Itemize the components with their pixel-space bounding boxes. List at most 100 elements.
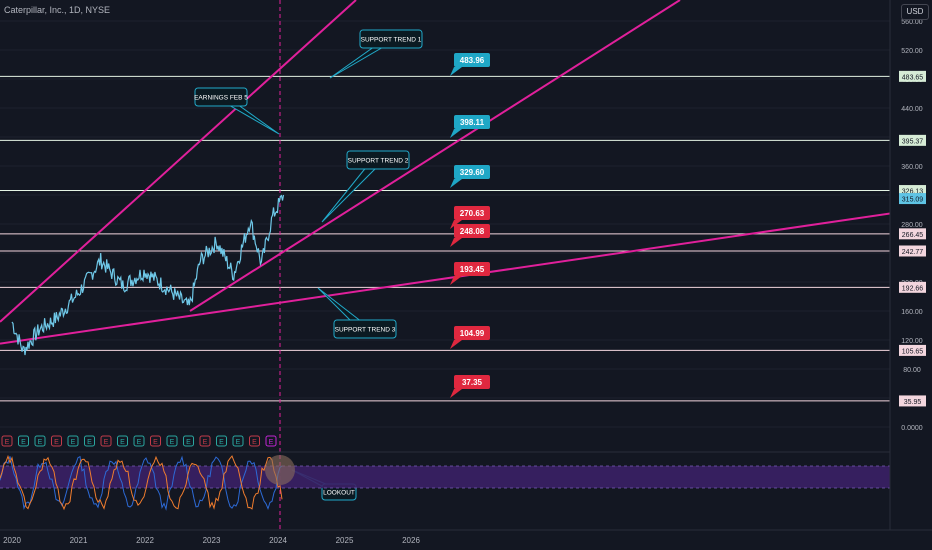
target-pointer <box>450 179 462 188</box>
currency-button[interactable]: USD <box>901 4 929 20</box>
earnings-marker <box>183 435 194 447</box>
earnings-marker-text: E <box>252 439 257 446</box>
target-label-box <box>454 206 490 220</box>
earnings-marker <box>18 435 29 447</box>
level-tag <box>899 228 926 240</box>
oscillator-d-line <box>0 454 283 511</box>
earnings-marker-text: E <box>236 439 241 446</box>
target-pointer <box>450 389 462 398</box>
earnings-marker <box>232 435 244 447</box>
earnings-marker <box>249 435 260 447</box>
x-tick-label: 2024 <box>269 536 287 545</box>
y-tick-label: 120.00 <box>901 338 923 345</box>
earnings-marker-text: E <box>87 439 92 446</box>
earnings-marker-text: E <box>153 439 158 446</box>
callout-box <box>194 87 248 107</box>
last-price-text: 315.09 <box>902 197 924 204</box>
target-label-box <box>454 375 490 389</box>
y-tick-label: 160.00 <box>901 309 923 316</box>
callouts: SUPPORT TREND 1 SUPPORT TREND 2 SUPPORT TR… <box>194 29 423 501</box>
target-label-text: 398.11 <box>460 118 485 127</box>
y-tick-label: 360.00 <box>901 164 923 171</box>
target-label-box <box>454 224 490 238</box>
level-tag-text: 266.45 <box>902 232 924 239</box>
earnings-marker <box>216 435 227 447</box>
callout-text: SUPPORT TREND 3 <box>335 327 396 334</box>
level-tag-text: 326.13 <box>902 189 924 196</box>
x-tick-label: 2026 <box>402 536 420 545</box>
earnings-marker <box>265 435 277 447</box>
trend-line <box>189 0 681 312</box>
y-tick-label: 440.00 <box>901 106 923 113</box>
target-pointer <box>450 340 462 349</box>
earnings-marker <box>100 435 112 447</box>
level-tag <box>899 185 926 197</box>
level-tag-text: 483.65 <box>902 74 924 81</box>
earnings-marker-text: E <box>120 439 125 446</box>
y-tick-label: 80.00 <box>903 367 921 374</box>
level-tag-text: 105.65 <box>902 348 924 355</box>
oscillator-band <box>0 466 890 488</box>
callout-box <box>359 29 423 49</box>
target-pointer <box>450 238 462 247</box>
x-tick-label: 2022 <box>136 536 154 545</box>
grid <box>0 20 890 428</box>
level-tag-text: 192.66 <box>902 285 924 292</box>
trend-line <box>0 0 357 323</box>
earnings-marker-text: E <box>38 439 43 446</box>
earnings-marker <box>51 435 62 447</box>
time-axis: 2020 2021 2022 2023 2024 2025 2026 <box>0 529 932 545</box>
target-label-box <box>454 262 490 276</box>
earnings-marker <box>67 435 79 447</box>
earnings-marker <box>166 435 178 447</box>
callout-text: EARNINGS FEB 5 <box>194 95 248 102</box>
earnings-marker-text: E <box>5 439 10 446</box>
y-tick-label: 560.00 <box>901 19 923 26</box>
price-axis: 560.00520.00480.00440.00400.00360.00320.… <box>889 0 932 530</box>
target-label-box <box>454 165 490 179</box>
x-tick-label: 2020 <box>3 536 21 545</box>
target-pointer <box>450 67 462 76</box>
level-tag <box>899 395 926 407</box>
earnings-marker-text: E <box>170 439 175 446</box>
level-tag-text: 395.37 <box>902 138 924 145</box>
level-tag-text: 35.95 <box>904 399 922 406</box>
earnings-marker <box>199 435 211 447</box>
target-label-box <box>454 326 490 340</box>
earnings-marker-text: E <box>104 439 109 446</box>
callout-text: LOOKOUT <box>323 490 355 497</box>
earnings-marker-text: E <box>219 439 224 446</box>
y-tick-label: 0.0000 <box>901 425 923 432</box>
chart-title: Caterpillar, Inc., 1D, NYSE <box>4 5 111 15</box>
earnings-marker-text: E <box>71 439 76 446</box>
level-tag <box>899 245 926 257</box>
x-tick-label: 2025 <box>336 536 354 545</box>
level-tag <box>899 281 926 293</box>
earnings-marker-text: E <box>186 439 191 446</box>
earnings-marker-text: E <box>54 439 59 446</box>
earnings-marker <box>117 435 128 447</box>
x-tick-label: 2023 <box>203 536 221 545</box>
lookout-highlight <box>265 455 295 485</box>
target-label-text: 193.45 <box>460 265 485 274</box>
target-label-box <box>454 53 490 67</box>
callout-text: SUPPORT TREND 2 <box>348 158 409 165</box>
target-label-text: 37.35 <box>462 378 483 387</box>
x-tick-label: 2021 <box>70 536 88 545</box>
earnings-marker <box>84 435 95 447</box>
target-label-box <box>454 115 490 129</box>
earnings-marker-text: E <box>137 439 142 446</box>
earnings-marker <box>1 435 13 447</box>
target-label-text: 248.08 <box>460 227 485 236</box>
level-tag <box>899 134 926 146</box>
last-price-tag <box>899 193 926 205</box>
price-series <box>11 194 285 356</box>
earnings-marker-text: E <box>269 439 274 446</box>
earnings-marker-text: E <box>203 439 208 446</box>
target-label-text: 483.96 <box>460 56 485 65</box>
price-axis-panel <box>890 0 932 530</box>
y-tick-label: 280.00 <box>901 222 923 229</box>
callout-box <box>346 150 410 170</box>
